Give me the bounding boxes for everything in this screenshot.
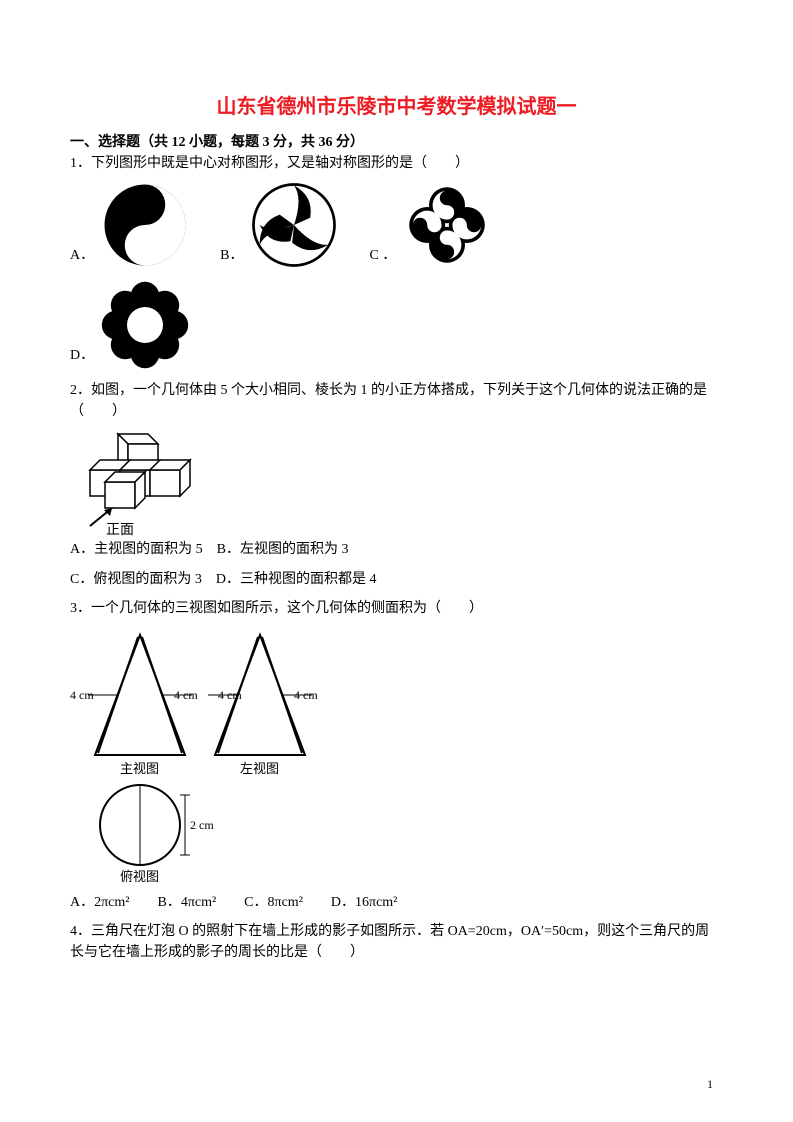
q1-opt-c-label: C ． <box>369 244 396 264</box>
q1-opt-d-label: D． <box>70 344 94 364</box>
q2-answers-1: A．主视图的面积为 5 B．左视图的面积为 3 <box>70 538 723 558</box>
svg-text:4 cm: 4 cm <box>174 688 198 702</box>
svg-text:4 cm: 4 cm <box>70 688 94 702</box>
q2-figure: 正面 <box>70 426 723 536</box>
quad-swirl-icon <box>402 180 492 270</box>
q3-stem: 3．一个几何体的三视图如图所示，这个几何体的侧面积为（ ） <box>70 598 723 619</box>
three-blade-icon <box>249 180 339 270</box>
q4-stem: 4．三角尺在灯泡 O 的照射下在墙上形成的影子如图所示．若 OA=20cm，OA… <box>70 921 723 963</box>
svg-text:4 cm: 4 cm <box>218 688 242 702</box>
q1-options-row1: A． B． <box>70 180 723 270</box>
q2-caption: 正面 <box>106 523 134 536</box>
q1-stem: 1．下列图形中既是中心对称图形，又是轴对称图形的是（ ） <box>70 153 723 174</box>
q1-option-d: D． <box>70 280 190 370</box>
swirl-yinyang-icon <box>100 180 190 270</box>
q1-opt-a-label: A． <box>70 244 94 264</box>
flower-icon <box>100 280 190 370</box>
q3-figure: 4 cm 4 cm 4 cm 4 cm 2 cm 主视图 左视图 俯视图 <box>70 625 723 885</box>
page-number: 1 <box>707 1077 713 1092</box>
svg-text:2 cm: 2 cm <box>190 818 214 832</box>
svg-text:主视图: 主视图 <box>120 761 159 776</box>
q2-answers-2: C．俯视图的面积为 3 D．三种视图的面积都是 4 <box>70 568 723 588</box>
svg-text:左视图: 左视图 <box>240 761 279 776</box>
svg-text:俯视图: 俯视图 <box>120 869 159 884</box>
q1-options-row2: D． <box>70 280 723 370</box>
q1-option-b: B． <box>220 180 339 270</box>
cubes-icon: 正面 <box>70 426 200 536</box>
q1-option-c: C ． <box>369 180 492 270</box>
three-view-icon: 4 cm 4 cm 4 cm 4 cm 2 cm 主视图 左视图 俯视图 <box>70 625 350 885</box>
section-header: 一、选择题（共 12 小题，每题 3 分，共 36 分） <box>70 131 723 151</box>
q1-option-a: A． <box>70 180 190 270</box>
page-title: 山东省德州市乐陵市中考数学模拟试题一 <box>70 90 723 119</box>
q1-opt-b-label: B． <box>220 244 243 264</box>
q3-answers: A．2πcm² B．4πcm² C．8πcm² D．16πcm² <box>70 891 723 911</box>
svg-text:4 cm: 4 cm <box>294 688 318 702</box>
q2-stem: 2．如图，一个几何体由 5 个大小相同、棱长为 1 的小正方体搭成，下列关于这个… <box>70 380 723 422</box>
